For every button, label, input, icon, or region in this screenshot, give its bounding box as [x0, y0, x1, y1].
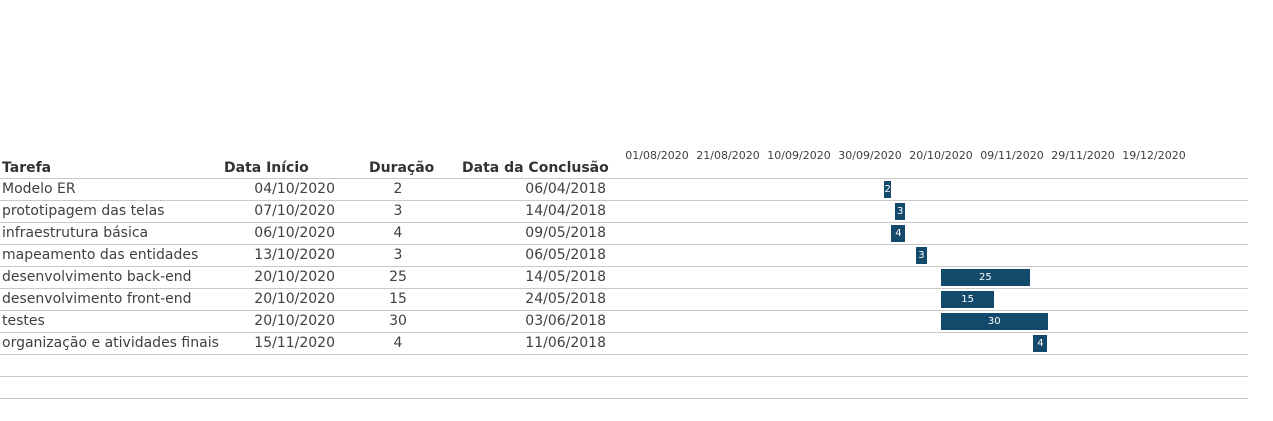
- gantt-bar: [894, 203, 906, 220]
- start-date-cell: 20/10/2020: [254, 269, 335, 285]
- empty-row-divider: [0, 376, 1248, 377]
- table-row: desenvolvimento front-end 20/10/2020 15 24/…: [0, 288, 1248, 310]
- axis-tick-label: 29/11/2020: [1051, 149, 1115, 162]
- gantt-bar-label: 30: [987, 316, 1001, 327]
- duration-cell: 4: [393, 335, 403, 351]
- axis-tick-label: 10/09/2020: [767, 149, 831, 162]
- duration-cell: 3: [393, 203, 403, 219]
- start-date-cell: 04/10/2020: [254, 181, 335, 197]
- axis-tick-label: 30/09/2020: [838, 149, 902, 162]
- duration-cell: 2: [393, 181, 403, 197]
- row-divider: [0, 200, 1248, 201]
- task-name-cell: testes: [2, 313, 45, 329]
- gantt-bar: [891, 225, 906, 242]
- gantt-bar: [1033, 335, 1048, 352]
- start-date-cell: 13/10/2020: [254, 247, 335, 263]
- row-divider: [0, 266, 1248, 267]
- gantt-bar-label: 25: [979, 272, 992, 283]
- row-divider: [0, 178, 1248, 179]
- table-row: mapeamento das entidades 13/10/2020 3 06/05…: [0, 244, 1248, 266]
- gantt-bar-label: 4: [1037, 338, 1044, 349]
- end-date-cell: 14/05/2018: [525, 269, 606, 285]
- gantt-bar-label: 4: [895, 228, 902, 239]
- gantt-bar: [916, 247, 927, 264]
- header-duration: Duração: [369, 160, 435, 176]
- task-name-cell: Modelo ER: [2, 181, 76, 197]
- axis-tick-label: 09/11/2020: [980, 149, 1044, 162]
- duration-cell: 4: [393, 225, 403, 241]
- end-date-cell: 06/05/2018: [525, 247, 606, 263]
- start-date-cell: 15/11/2020: [254, 335, 335, 351]
- axis-tick-label: 20/10/2020: [909, 149, 973, 162]
- duration-cell: 3: [393, 247, 403, 263]
- table-row: Modelo ER 04/10/2020 2 06/04/2018: [0, 178, 1248, 200]
- task-name-cell: desenvolvimento front-end: [2, 291, 192, 307]
- empty-row-divider: [0, 398, 1248, 399]
- task-name-cell: organização e atividades finais: [2, 335, 219, 351]
- table-row: organização e atividades finais 15/11/202…: [0, 332, 1248, 354]
- task-name-cell: mapeamento das entidades: [2, 247, 199, 263]
- header-task: Tarefa: [2, 160, 52, 176]
- table-row: infraestrutura básica 06/10/2020 4 09/05/20…: [0, 222, 1248, 244]
- end-date-cell: 24/05/2018: [525, 291, 606, 307]
- start-date-cell: 20/10/2020: [254, 313, 335, 329]
- gantt-bar-label: 3: [897, 206, 904, 217]
- table-row: prototipagem das telas 07/10/2020 3 14/04/2…: [0, 200, 1248, 222]
- duration-cell: 30: [389, 313, 407, 329]
- row-divider: [0, 244, 1248, 245]
- end-date-cell: 11/06/2018: [525, 335, 606, 351]
- row-divider: [0, 332, 1248, 333]
- gantt-bar: [884, 181, 892, 198]
- duration-cell: 15: [389, 291, 407, 307]
- axis-tick-label: 01/08/2020: [625, 149, 689, 162]
- row-divider: [0, 288, 1248, 289]
- start-date-cell: 07/10/2020: [254, 203, 335, 219]
- gantt-bar: [941, 313, 1048, 330]
- gantt-bar-label: 2: [884, 184, 891, 195]
- gantt-bar: [941, 269, 1030, 286]
- start-date-cell: 20/10/2020: [254, 291, 335, 307]
- gantt-bar-label: 15: [961, 294, 975, 305]
- header-end-date: Data da Conclusão: [462, 160, 609, 176]
- task-name-cell: desenvolvimento back-end: [2, 269, 192, 285]
- end-date-cell: 09/05/2018: [525, 225, 606, 241]
- table-row: testes 20/10/2020 30 03/06/2018: [0, 310, 1248, 332]
- axis-tick-label: 19/12/2020: [1122, 149, 1186, 162]
- duration-cell: 25: [389, 269, 407, 285]
- end-date-cell: 14/04/2018: [525, 203, 606, 219]
- gantt-bar: [941, 291, 995, 308]
- row-divider: [0, 310, 1248, 311]
- row-divider: [0, 222, 1248, 223]
- end-date-cell: 03/06/2018: [525, 313, 606, 329]
- task-name-cell: prototipagem das telas: [2, 203, 165, 219]
- task-name-cell: infraestrutura básica: [2, 225, 149, 241]
- empty-row-divider: [0, 354, 1248, 355]
- end-date-cell: 06/04/2018: [525, 181, 606, 197]
- axis-tick-label: 21/08/2020: [696, 149, 760, 162]
- start-date-cell: 06/10/2020: [254, 225, 335, 241]
- table-row: desenvolvimento back-end 20/10/2020 25 14/0…: [0, 266, 1248, 288]
- gantt-bar-label: 3: [918, 250, 925, 261]
- header-start-date: Data Início: [224, 160, 309, 176]
